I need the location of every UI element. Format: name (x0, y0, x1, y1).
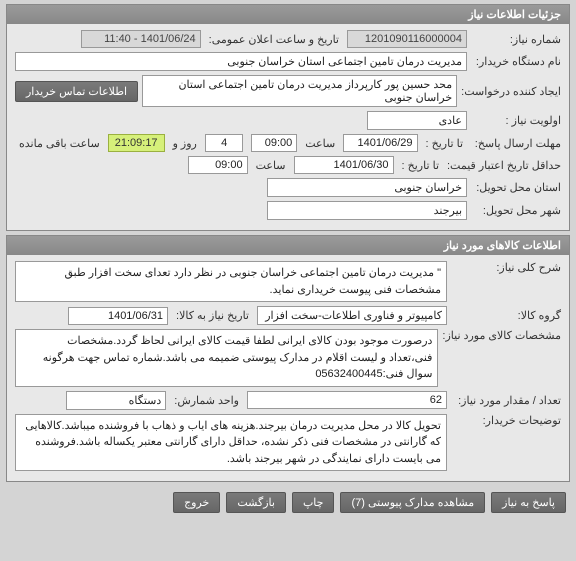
requester-label: ایجاد کننده درخواست: (461, 85, 561, 98)
requirement-panel-title: جزئیات اطلاعات نیاز (7, 5, 569, 24)
spec-label: مشخصات کالای مورد نیاز: (442, 329, 561, 342)
priority-label: اولویت نیاز : (471, 114, 561, 127)
buyer-org-label: نام دستگاه خریدار: (471, 55, 561, 68)
public-datetime-value: 1401/06/24 - 11:40 (81, 30, 201, 48)
price-date-label: تا تاریخ : (398, 159, 443, 172)
requester-value: محد حسین پور کارپرداز مدیریت درمان تامین… (142, 75, 457, 107)
province-label: استان محل تحویل: (471, 181, 561, 194)
answer-button[interactable]: پاسخ به نیاز (491, 492, 566, 513)
goods-panel: اطلاعات کالاهای مورد نیاز شرح کلی نیاز: … (6, 235, 570, 482)
deadline-date-label: تا تاریخ : (422, 137, 467, 150)
price-time-value: 09:00 (188, 156, 248, 174)
group-value: کامپیوتر و فناوری اطلاعات-سخت افزار (257, 306, 447, 325)
contact-buyer-button[interactable]: اطلاعات تماس خریدار (15, 81, 138, 102)
city-value: بیرجند (267, 201, 467, 220)
price-date-value: 1401/06/30 (294, 156, 394, 174)
print-button[interactable]: چاپ (292, 492, 335, 513)
back-button[interactable]: بازگشت (226, 492, 286, 513)
answer-deadline-label: مهلت ارسال پاسخ: (471, 137, 561, 150)
need-number-value: 1201090116000004 (347, 30, 467, 48)
goods-panel-title: اطلاعات کالاهای مورد نیاز (7, 236, 569, 255)
deadline-time-value: 09:00 (251, 134, 297, 152)
buyer-notes-value: تحویل کالا در محل مدیریت درمان بیرجند.هز… (15, 414, 447, 472)
need-by-date-value: 1401/06/31 (68, 307, 168, 325)
buyer-notes-label: توضیحات خریدار: (451, 414, 561, 427)
price-validity-label: حداقل تاریخ اعتبار قیمت: (447, 159, 561, 172)
remaining-days-label: روز و (169, 137, 201, 150)
remaining-time-label: ساعت باقی مانده (15, 137, 104, 150)
qty-value: 62 (247, 391, 447, 409)
remaining-days-value: 4 (205, 134, 244, 152)
unit-value: دستگاه (66, 391, 166, 410)
deadline-date-value: 1401/06/29 (343, 134, 417, 152)
requirement-panel-body: شماره نیاز: 1201090116000004 تاریخ و ساع… (7, 24, 569, 230)
need-by-date-label: تاریخ نیاز به کالا: (172, 309, 253, 322)
qty-label: تعداد / مقدار مورد نیاز: (451, 394, 561, 407)
general-desc-value: " مدیریت درمان تامین اجتماعی خراسان جنوب… (15, 261, 447, 302)
buyer-org-value: مدیریت درمان تامین اجتماعی استان خراسان … (15, 52, 467, 71)
general-desc-label: شرح کلی نیاز: (451, 261, 561, 274)
attachments-button[interactable]: مشاهده مدارک پیوستی (7) (340, 492, 485, 513)
need-number-label: شماره نیاز: (471, 33, 561, 46)
spec-value: درصورت موجود بودن کالای ایرانی لطفا قیمت… (15, 329, 438, 387)
public-datetime-label: تاریخ و ساعت اعلان عمومی: (205, 33, 343, 46)
unit-label: واحد شمارش: (170, 394, 243, 407)
requirement-panel: جزئیات اطلاعات نیاز شماره نیاز: 12010901… (6, 4, 570, 231)
action-bar: پاسخ به نیاز مشاهده مدارک پیوستی (7) چاپ… (0, 486, 576, 519)
deadline-time-label: ساعت (301, 137, 339, 150)
exit-button[interactable]: خروج (173, 492, 220, 513)
province-value: خراسان جنوبی (267, 178, 467, 197)
price-time-label: ساعت (252, 159, 290, 172)
city-label: شهر محل تحویل: (471, 204, 561, 217)
remaining-time-value: 21:09:17 (108, 134, 165, 152)
goods-panel-body: شرح کلی نیاز: " مدیریت درمان تامین اجتما… (7, 255, 569, 481)
group-label: گروه کالا: (451, 309, 561, 322)
priority-value: عادی (367, 111, 467, 130)
